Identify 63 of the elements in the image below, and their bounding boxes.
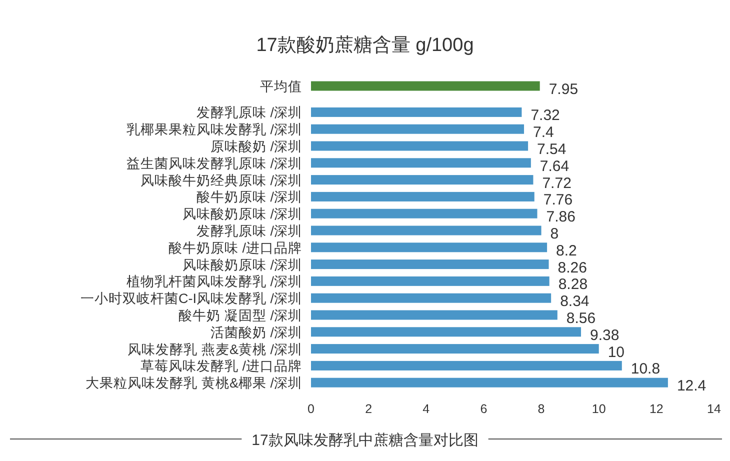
data-label: 7.95 xyxy=(548,81,578,98)
y-tick-label: 一小时双岐杆菌C-I风味发酵乳 /深圳 xyxy=(80,291,302,306)
y-tick-label: 草莓风味发酵乳 /进口品牌 xyxy=(140,358,302,374)
y-tick-label: 益生菌风味发酵乳原味 /深圳 xyxy=(126,156,302,171)
x-tick-label: 4 xyxy=(422,402,430,416)
bar xyxy=(311,327,582,337)
y-tick-label: 酸牛奶原味 /进口品牌 xyxy=(168,240,302,256)
y-tick-label: 风味酸牛奶经典原味 /深圳 xyxy=(140,172,302,188)
data-label: 7.72 xyxy=(542,174,572,192)
bar xyxy=(311,360,622,370)
data-label: 8.34 xyxy=(560,293,590,310)
data-label: 7.86 xyxy=(546,208,576,226)
y-tick-label: 风味发酵乳 燕麦&黄桃 /深圳 xyxy=(128,342,302,357)
data-label: 12.4 xyxy=(676,378,706,395)
bar xyxy=(311,107,522,117)
y-tick-label: 酸牛奶原味 /深圳 xyxy=(196,190,302,205)
chart-title: 17款酸奶蔗糖含量 g/100g xyxy=(256,35,474,56)
bar xyxy=(311,175,534,185)
bar xyxy=(311,293,552,303)
y-tick-label: 乳椰果果粒风味发酵乳 /深圳 xyxy=(126,122,302,138)
y-tick-label: 发酵乳原味 /深圳 xyxy=(196,223,302,238)
x-tick-label: 2 xyxy=(365,402,372,416)
data-label: 8.2 xyxy=(556,242,577,260)
x-tick-label: 14 xyxy=(707,402,721,416)
y-tick-label: 发酵乳原味 /深圳 xyxy=(196,105,302,120)
y-tick-label: 平均值 xyxy=(260,79,302,94)
bar xyxy=(311,124,524,134)
data-label: 8 xyxy=(550,225,559,242)
bar xyxy=(311,208,538,218)
data-label: 7.54 xyxy=(537,140,566,158)
y-tick-label: 植物乳杆菌风味发酵乳 /深圳 xyxy=(126,274,302,290)
bar xyxy=(311,158,531,168)
data-label: 7.76 xyxy=(543,192,573,209)
text: 17款风味发酵乳中蔗糖含量对比图 xyxy=(252,432,478,449)
data-label: 8.56 xyxy=(566,310,596,327)
bar xyxy=(311,226,542,236)
y-tick-label: 活菌酸奶 /深圳 xyxy=(210,324,302,340)
bar xyxy=(311,242,548,252)
x-tick-label: 12 xyxy=(649,402,664,416)
bar xyxy=(311,378,668,388)
bar xyxy=(311,260,549,270)
data-label: 8.26 xyxy=(558,259,587,276)
bar xyxy=(311,344,599,354)
y-tick-label: 风味酸奶原味 /深圳 xyxy=(182,206,302,222)
data-label: 8.28 xyxy=(558,276,588,294)
data-label: 9.38 xyxy=(590,326,620,344)
y-tick-label: 大果粒风味发酵乳 黄桃&椰果 /深圳 xyxy=(86,376,302,391)
y-tick-label: 风味酸奶原味 /深圳 xyxy=(182,257,302,272)
data-label: 7.32 xyxy=(530,107,560,124)
data-label: 7.64 xyxy=(540,158,570,175)
y-tick-label: 酸牛奶 凝固型 /深圳 xyxy=(178,308,302,323)
x-tick-label: 0 xyxy=(308,402,315,416)
bar xyxy=(311,310,558,320)
x-tick-label: 10 xyxy=(592,402,606,416)
y-tick-label: 原味酸奶 /深圳 xyxy=(210,138,302,154)
data-label: 10.8 xyxy=(630,360,660,378)
bar xyxy=(311,192,534,202)
x-tick-label: 6 xyxy=(480,402,488,416)
bar xyxy=(311,276,550,286)
data-label: 7.4 xyxy=(533,124,554,142)
data-label: 10 xyxy=(608,344,625,361)
bar xyxy=(311,141,528,151)
x-tick-label: 8 xyxy=(538,402,545,416)
